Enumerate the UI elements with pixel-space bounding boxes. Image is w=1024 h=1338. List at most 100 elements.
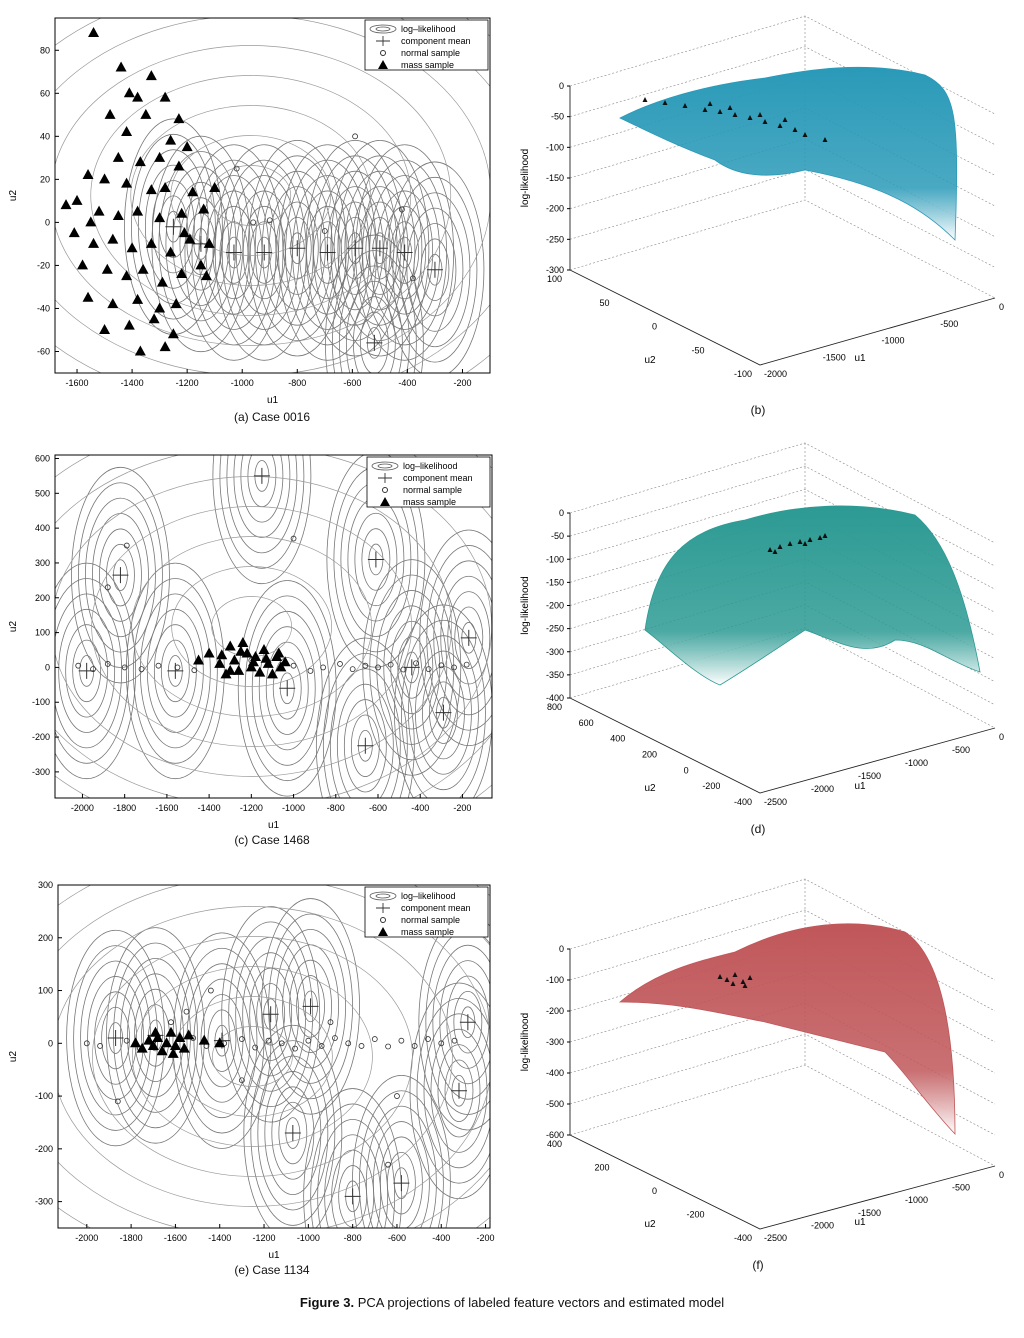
mass-sample-marker <box>187 186 199 197</box>
component-mean-marker <box>367 551 384 568</box>
mass-sample-marker <box>165 1026 177 1037</box>
mass-sample-marker <box>148 313 160 324</box>
surface-sample-marker <box>727 105 733 110</box>
mass-sample-marker <box>235 645 247 656</box>
mass-sample-marker <box>143 1034 155 1045</box>
normal-sample-marker <box>207 987 214 994</box>
surface-sample-marker <box>802 541 808 546</box>
y-tick-label: 40 <box>40 131 50 141</box>
x-tick-label: -600 <box>343 378 361 388</box>
x-axis-label: u1 <box>854 781 866 792</box>
normal-sample-marker <box>425 666 432 673</box>
legend-label: mass sample <box>401 60 454 70</box>
y-tick-label: 100 <box>547 274 562 284</box>
y-tick-label: 0 <box>652 322 657 332</box>
y-tick-label: 100 <box>38 986 53 996</box>
y-tick-label: -200 <box>702 781 720 791</box>
component-mean-marker <box>284 1125 301 1142</box>
component-mean-marker <box>403 659 420 676</box>
mass-sample-marker <box>112 209 124 220</box>
component-mean-marker <box>165 218 182 235</box>
surface-sample-marker <box>742 983 748 988</box>
mass-sample-marker <box>112 151 124 162</box>
y-tick-label: -200 <box>686 1210 704 1220</box>
z-tick-label: -500 <box>546 1099 564 1109</box>
y-tick-label: 600 <box>579 718 594 728</box>
surface-sample-marker <box>682 103 688 108</box>
y-tick-label: -40 <box>37 303 50 313</box>
y-tick-label: -50 <box>691 345 704 355</box>
normal-sample-marker <box>352 133 358 140</box>
normal-sample-marker <box>385 1161 391 1168</box>
x-tick-label: -1000 <box>231 378 254 388</box>
z-tick-label: -300 <box>546 1037 564 1047</box>
y-axis-label: u2 <box>644 1219 656 1230</box>
x-tick-label: -600 <box>388 1233 406 1243</box>
x-tick-label: -500 <box>952 745 970 755</box>
surface-sample-marker <box>822 137 828 142</box>
chart-c: -2000 -1800 -1600 -1400 -1200 -1000 -800 -600 -4… <box>8 453 493 831</box>
component-mean-marker <box>302 998 319 1015</box>
mass-sample-marker <box>266 668 278 679</box>
component-mean-marker <box>344 1188 361 1205</box>
mass-sample-marker <box>176 207 188 218</box>
contour-lines <box>58 885 490 1228</box>
legend-plus-icon <box>376 903 390 913</box>
mass-sample-marker <box>262 657 274 668</box>
mass-sample-marker <box>121 177 133 188</box>
mass-sample-marker <box>123 319 135 330</box>
mass-sample-marker <box>132 205 144 216</box>
y-tick-label: 300 <box>38 880 53 890</box>
mass-sample-marker <box>154 212 166 223</box>
y-tick-label: 80 <box>40 45 50 55</box>
mass-sample-marker <box>203 237 215 248</box>
component-mean-marker <box>459 1014 476 1031</box>
x-axis-label: u1 <box>268 820 280 831</box>
component-mean-marker <box>393 1175 410 1192</box>
y-tick-label: -60 <box>37 346 50 356</box>
mass-sample-marker <box>183 1029 195 1040</box>
likelihood-surface <box>618 923 956 1136</box>
mass-sample-marker <box>82 169 94 180</box>
z-tick-label: -300 <box>546 647 564 657</box>
x-tick-label: -400 <box>432 1233 450 1243</box>
normal-sample-marker <box>410 275 416 282</box>
normal-sample-marker <box>168 1019 174 1026</box>
mass-sample-marker <box>140 108 152 119</box>
x-tick-label: -1600 <box>164 1233 187 1243</box>
x-tick-label: -2000 <box>764 369 787 379</box>
y-axis-label: u2 <box>8 1051 19 1063</box>
component-mean-marker <box>225 244 242 261</box>
y-tick-label: 300 <box>35 558 50 568</box>
x-tick-label: 0 <box>999 732 1004 742</box>
mass-sample-marker <box>115 61 127 72</box>
mass-sample-marker <box>273 647 285 658</box>
legend-circle-icon <box>380 917 386 923</box>
mass-sample-marker <box>99 323 111 334</box>
mass-sample-marker <box>184 233 196 244</box>
x-tick-label: -1400 <box>208 1233 231 1243</box>
y-tick-label: 400 <box>610 734 625 744</box>
y-tick-label: -400 <box>734 797 752 807</box>
legend-label: log–likelihood <box>403 461 458 471</box>
normal-sample-marker <box>320 664 327 671</box>
mass-sample-marker <box>154 151 166 162</box>
legend-label: normal sample <box>403 485 462 495</box>
normal-sample-marker <box>123 542 130 549</box>
surface-sample-marker <box>724 977 730 982</box>
mass-sample-marker <box>121 270 133 281</box>
x-tick-label: -1000 <box>905 1195 928 1205</box>
x-tick-label: -2500 <box>764 797 787 807</box>
x-tick-label: 0 <box>999 1170 1004 1180</box>
x-tick-label: -400 <box>398 378 416 388</box>
mass-sample-marker <box>88 27 100 38</box>
mass-sample-marker <box>134 345 146 356</box>
z-tick-label: -50 <box>551 531 564 541</box>
normal-sample-marker <box>123 1037 130 1044</box>
y-tick-label: 50 <box>599 298 609 308</box>
z-tick-label: 0 <box>559 81 564 91</box>
y-tick-label: 200 <box>35 593 50 603</box>
z-axis-label: log-likelihood <box>520 576 531 634</box>
mass-sample-marker <box>82 291 94 302</box>
mass-sample-marker <box>193 654 205 665</box>
